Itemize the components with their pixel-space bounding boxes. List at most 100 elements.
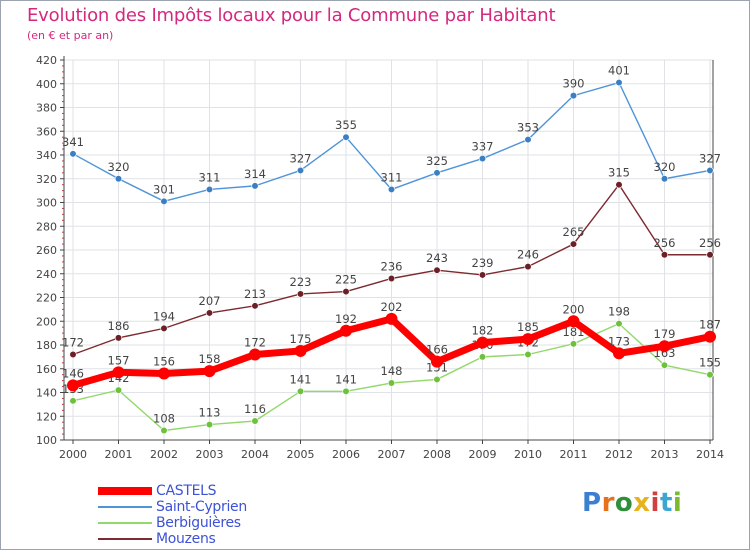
- y-tick-label: 420: [36, 54, 57, 67]
- data-point: [706, 371, 714, 379]
- x-tick-label: 2002: [150, 448, 178, 461]
- data-label: 182: [472, 324, 494, 338]
- chart-title: Evolution des Impôts locaux pour la Comm…: [27, 5, 556, 26]
- data-point: [706, 251, 714, 259]
- data-label: 239: [472, 256, 494, 270]
- logo-letter: t: [659, 488, 673, 518]
- x-tick-label: 2006: [332, 448, 360, 461]
- logo-letter: o: [614, 488, 634, 518]
- data-label: 166: [426, 343, 448, 357]
- data-point: [203, 365, 216, 378]
- data-label: 243: [426, 251, 448, 265]
- data-point: [114, 386, 123, 394]
- data-label: 192: [335, 312, 357, 326]
- data-point: [387, 185, 396, 194]
- data-point: [385, 312, 398, 325]
- x-tick-label: 2008: [423, 448, 451, 461]
- data-label: 236: [381, 260, 403, 274]
- legend-item: Berbiguières: [98, 515, 247, 531]
- data-point: [251, 417, 259, 425]
- data-point: [569, 240, 578, 248]
- y-tick-label: 300: [36, 197, 57, 210]
- logo-letter: i: [650, 488, 660, 518]
- logo-letter: r: [601, 488, 615, 518]
- data-point: [69, 350, 77, 359]
- data-point: [478, 353, 487, 361]
- data-point: [706, 166, 714, 175]
- data-label: 390: [563, 77, 585, 91]
- x-tick-label: 2005: [287, 448, 315, 461]
- data-point: [296, 290, 305, 298]
- proxiti-logo: Proxiti: [582, 488, 682, 518]
- data-point: [615, 181, 623, 189]
- data-label: 337: [472, 140, 494, 154]
- data-point: [114, 175, 123, 183]
- data-label: 108: [153, 412, 175, 426]
- data-label: 187: [699, 318, 721, 332]
- legend-swatch: [98, 487, 152, 495]
- x-tick-label: 2013: [651, 448, 679, 461]
- x-tick-label: 2007: [378, 448, 406, 461]
- x-tick-label: 2004: [241, 448, 269, 461]
- data-point: [569, 92, 578, 100]
- data-label: 172: [62, 336, 84, 350]
- legend-label: Mouzens: [156, 531, 216, 547]
- data-label: 186: [108, 319, 130, 333]
- y-tick-label: 360: [36, 125, 57, 138]
- x-tick-label: 2000: [59, 448, 87, 461]
- series-saint-cyprien: 341 320 301 311 314 327 355 311 325 337 353 390 401 3…: [62, 64, 721, 205]
- data-point: [522, 333, 534, 346]
- data-point: [387, 274, 396, 283]
- data-label: 202: [381, 300, 403, 314]
- data-label: 314: [244, 167, 266, 181]
- y-tick-label: 200: [36, 315, 57, 328]
- data-label: 173: [608, 334, 630, 348]
- series-mouzens: 172 186 194 207 213 223 225 236 243 239 246 265 315 2…: [62, 166, 721, 359]
- y-tick-label: 100: [36, 434, 57, 447]
- y-tick-label: 320: [36, 173, 57, 186]
- data-label: 213: [244, 287, 266, 301]
- data-label: 155: [699, 356, 721, 370]
- data-label: 315: [608, 166, 630, 180]
- legend-item: CASTELS: [98, 483, 247, 499]
- data-point: [296, 387, 305, 395]
- legend-label: CASTELS: [156, 483, 217, 499]
- data-point: [478, 271, 487, 279]
- data-point: [160, 426, 168, 435]
- data-point: [613, 347, 625, 360]
- data-label: 325: [426, 154, 448, 168]
- y-tick-label: 120: [36, 410, 57, 423]
- data-label: 401: [608, 64, 630, 78]
- data-label: 194: [153, 309, 175, 323]
- data-label: 320: [654, 160, 676, 174]
- data-point: [615, 78, 623, 87]
- data-label: 341: [62, 135, 84, 149]
- legend-item: Mouzens: [98, 531, 247, 547]
- data-label: 355: [335, 118, 357, 132]
- y-tick-label: 180: [36, 339, 57, 352]
- data-label: 353: [517, 121, 539, 135]
- data-label: 265: [563, 225, 585, 239]
- y-tick-label: 220: [36, 292, 57, 305]
- data-point: [478, 154, 487, 163]
- data-label: 327: [290, 151, 312, 165]
- data-point: [569, 340, 578, 348]
- legend-swatch: [98, 522, 152, 524]
- data-point: [69, 150, 77, 158]
- data-label: 301: [153, 182, 175, 196]
- logo-letter: x: [633, 488, 651, 518]
- data-point: [660, 251, 669, 259]
- logo-letter: i: [672, 488, 683, 518]
- data-point: [433, 169, 441, 177]
- data-label: 146: [62, 366, 84, 380]
- legend-label: Berbiguières: [156, 515, 241, 531]
- data-point: [433, 375, 441, 384]
- x-tick-label: 2014: [696, 448, 724, 461]
- data-point: [205, 185, 214, 194]
- data-point: [158, 367, 170, 380]
- data-point: [342, 287, 350, 296]
- data-label: 158: [199, 352, 221, 366]
- data-point: [340, 324, 352, 337]
- data-point: [524, 350, 532, 359]
- data-point: [296, 166, 305, 175]
